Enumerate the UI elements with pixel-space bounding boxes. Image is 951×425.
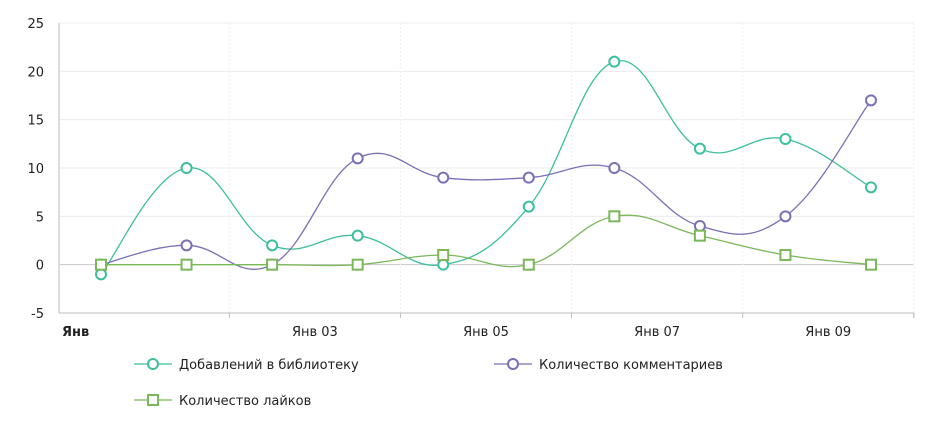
data-point[interactable] xyxy=(437,249,450,261)
y-tick-label: 0 xyxy=(36,259,44,274)
y-tick-label: 10 xyxy=(27,162,44,177)
legend-item-2[interactable]: Количество комментариев xyxy=(494,358,723,373)
data-point[interactable] xyxy=(351,229,364,242)
y-tick-label: 20 xyxy=(27,65,44,80)
x-tick-label: Янв 05 xyxy=(463,325,509,340)
x-tick-label: Янв 03 xyxy=(292,325,338,340)
data-point[interactable] xyxy=(779,133,792,145)
data-point[interactable] xyxy=(608,162,621,174)
legend-circle-marker-icon xyxy=(507,358,519,370)
y-tick-label: 25 xyxy=(27,17,44,32)
data-point[interactable] xyxy=(693,229,706,242)
legend-circle-marker-icon xyxy=(147,358,159,370)
legend[interactable]: Добавлений в библиотеку Количество коммен… xyxy=(134,358,723,409)
data-point[interactable] xyxy=(351,258,364,271)
series-layer xyxy=(95,55,877,281)
data-point[interactable] xyxy=(180,239,193,252)
data-point[interactable] xyxy=(522,171,535,184)
legend-label: Количество комментариев xyxy=(539,358,723,373)
data-point[interactable] xyxy=(266,258,279,271)
data-point[interactable] xyxy=(437,258,450,271)
y-tick-label: -5 xyxy=(31,307,44,322)
data-point[interactable] xyxy=(865,94,877,107)
legend-square-marker-icon xyxy=(147,394,159,406)
series-line xyxy=(101,214,872,268)
data-point[interactable] xyxy=(865,258,877,271)
data-point[interactable] xyxy=(608,55,621,68)
y-tick-label: 15 xyxy=(27,114,44,129)
data-point[interactable] xyxy=(693,142,706,155)
data-point[interactable] xyxy=(180,258,193,271)
series-2 xyxy=(95,94,877,271)
y-tick-label: 5 xyxy=(36,210,44,225)
legend-label: Добавлений в библиотеку xyxy=(179,358,359,373)
data-point[interactable] xyxy=(180,162,193,174)
axes: -5 0 5 10 15 20 25 Янв Янв 03 Янв 05 Янв 07 Янв 09 xyxy=(27,17,915,340)
series-1 xyxy=(95,55,877,281)
series-line xyxy=(100,59,872,275)
data-point[interactable] xyxy=(95,268,107,281)
grid xyxy=(59,22,915,313)
data-point[interactable] xyxy=(95,258,107,271)
data-point[interactable] xyxy=(608,210,621,223)
series-3 xyxy=(95,210,877,271)
data-point[interactable] xyxy=(437,171,450,184)
series-line xyxy=(100,99,872,270)
x-tick-label: Янв 07 xyxy=(634,325,680,340)
data-point[interactable] xyxy=(266,239,279,252)
legend-item-3[interactable]: Количество лайков xyxy=(134,394,311,409)
x-tick-label: Янв xyxy=(62,325,89,340)
data-point[interactable] xyxy=(779,210,792,223)
legend-item-1[interactable]: Добавлений в библиотеку xyxy=(134,358,359,373)
data-point[interactable] xyxy=(779,249,792,261)
data-point[interactable] xyxy=(693,220,706,232)
data-point[interactable] xyxy=(522,258,535,271)
legend-label: Количество лайков xyxy=(179,394,311,409)
data-point[interactable] xyxy=(865,181,877,194)
x-tick-label: Янв 09 xyxy=(805,325,851,340)
data-point[interactable] xyxy=(351,152,364,165)
data-point[interactable] xyxy=(522,200,535,213)
